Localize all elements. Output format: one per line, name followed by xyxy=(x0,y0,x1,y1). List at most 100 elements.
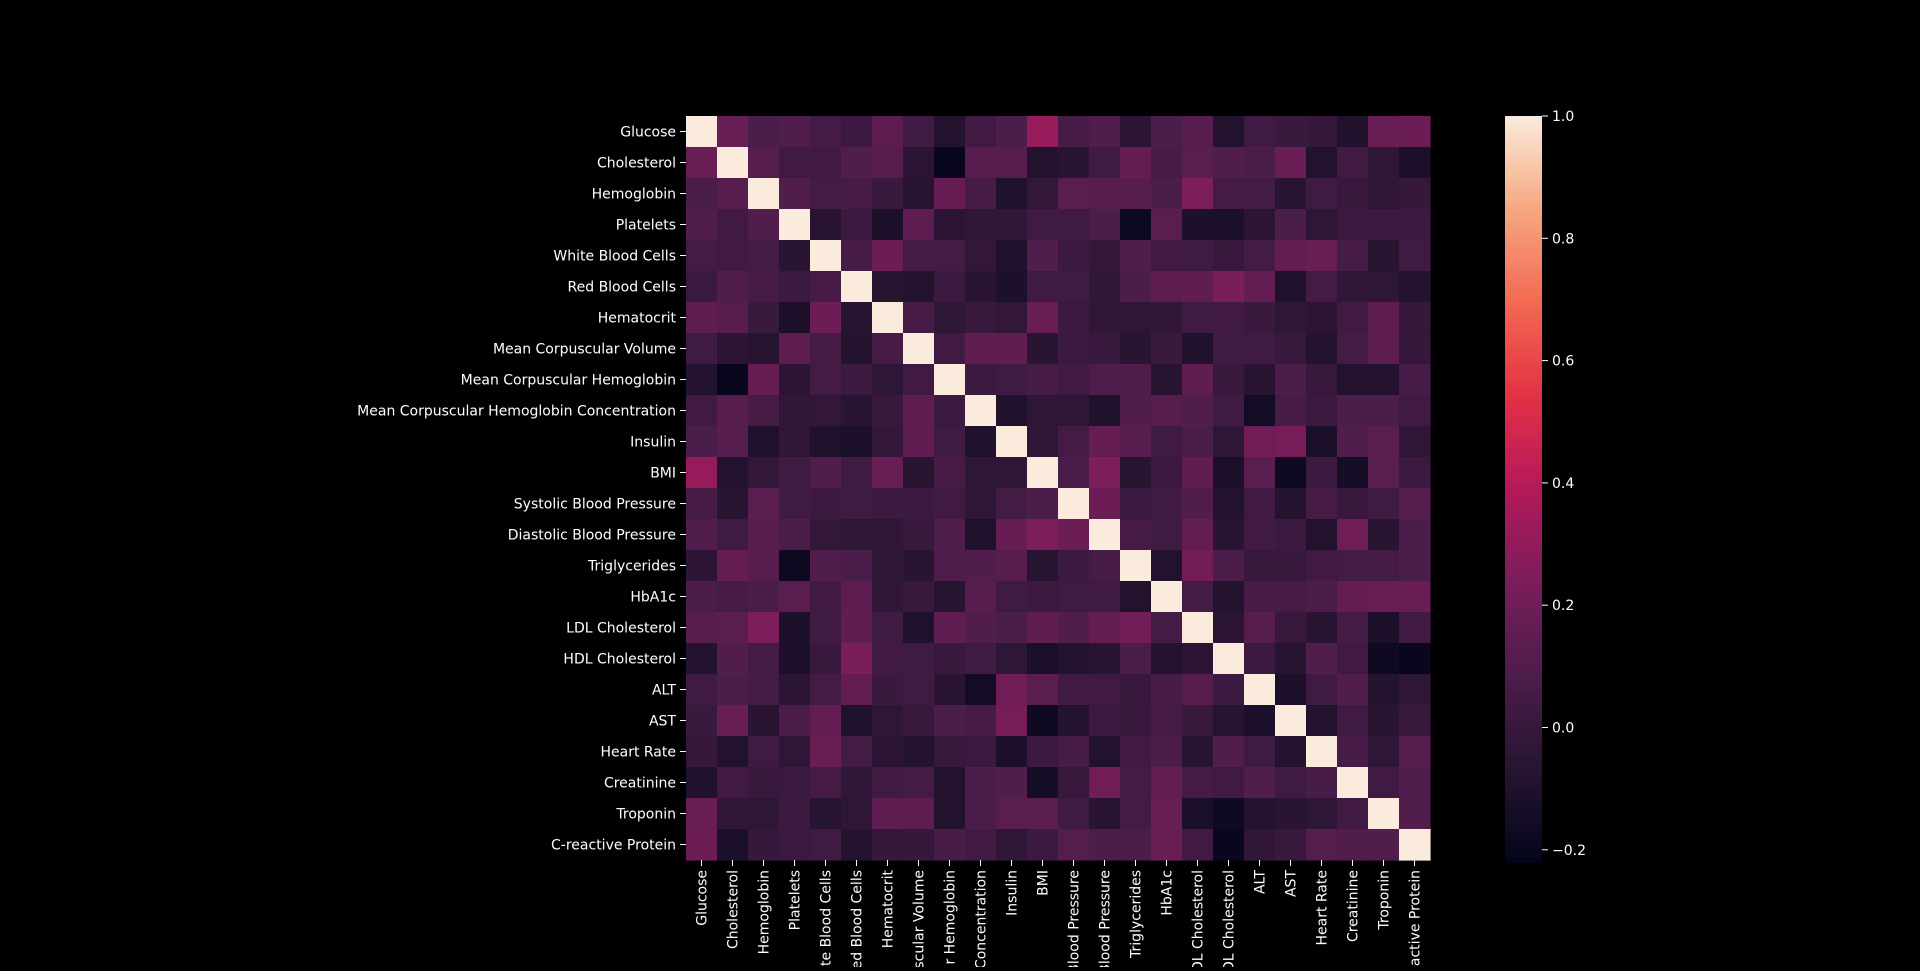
heatmap-cell xyxy=(1244,457,1276,489)
heatmap-cell xyxy=(1213,767,1245,799)
heatmap-cell xyxy=(965,240,997,272)
heatmap-cell xyxy=(1337,519,1369,551)
heatmap-cell xyxy=(686,457,718,489)
heatmap-cell xyxy=(1182,519,1214,551)
colorbar-segment xyxy=(1505,540,1542,546)
heatmap-cell xyxy=(1089,829,1121,861)
heatmap-cell xyxy=(903,767,935,799)
heatmap-cell xyxy=(810,736,842,768)
heatmap-cell xyxy=(1182,767,1214,799)
heatmap-cell xyxy=(903,829,935,861)
heatmap-cell xyxy=(1213,426,1245,458)
colorbar-segment xyxy=(1505,171,1542,178)
heatmap-cell xyxy=(903,209,935,241)
heatmap-cell xyxy=(1089,147,1121,179)
colorbar-segment xyxy=(1505,824,1542,830)
heatmap-cell xyxy=(872,829,904,861)
heatmap-cell xyxy=(903,488,935,520)
colorbar-segment xyxy=(1505,614,1542,621)
heatmap-cell xyxy=(1368,643,1400,675)
heatmap-cell xyxy=(1337,798,1369,830)
heatmap-cell xyxy=(1182,550,1214,582)
heatmap-cell xyxy=(686,178,718,210)
heatmap-cell xyxy=(1337,488,1369,520)
heatmap-cell xyxy=(965,581,997,613)
heatmap-cell xyxy=(1244,643,1276,675)
colorbar-segment xyxy=(1505,750,1542,756)
heatmap-cell xyxy=(1213,271,1245,303)
heatmap-cell xyxy=(748,674,780,706)
heatmap-cell xyxy=(996,767,1028,799)
heatmap-cell xyxy=(1306,209,1338,241)
colorbar-segment xyxy=(1505,764,1542,770)
heatmap-cell xyxy=(965,147,997,179)
heatmap-cell xyxy=(1120,333,1152,365)
colorbar-segment xyxy=(1505,428,1542,434)
colorbar-segment xyxy=(1505,801,1542,807)
y-tick-label: Diastolic Blood Pressure xyxy=(508,528,676,544)
heatmap-cell xyxy=(934,426,966,458)
heatmap-cell xyxy=(1120,395,1152,427)
heatmap-cell xyxy=(965,209,997,241)
colorbar-segment xyxy=(1505,288,1542,294)
heatmap-cell xyxy=(1058,674,1090,706)
colorbar-segment xyxy=(1505,293,1542,299)
heatmap-cell xyxy=(1275,178,1307,210)
heatmap-cell xyxy=(1027,488,1059,520)
y-tick-label: HDL Cholesterol xyxy=(563,652,676,668)
colorbar-segment xyxy=(1505,652,1542,658)
y-tick-label: Hematocrit xyxy=(598,311,677,327)
colorbar-segment xyxy=(1505,563,1542,569)
colorbar-segment xyxy=(1505,204,1542,210)
heatmap-cell xyxy=(1399,147,1431,179)
heatmap-cell xyxy=(1182,333,1214,365)
x-tick-label: Concentration xyxy=(974,870,990,967)
heatmap-cell xyxy=(965,116,997,148)
heatmap-cell xyxy=(1368,333,1400,365)
heatmap-cell xyxy=(779,457,811,489)
colorbar-segment xyxy=(1505,857,1542,863)
heatmap-cell xyxy=(1213,705,1245,737)
heatmap-cell xyxy=(872,736,904,768)
heatmap-cell xyxy=(934,550,966,582)
heatmap-cell xyxy=(1275,674,1307,706)
heatmap-cell xyxy=(1306,829,1338,861)
heatmap-cell xyxy=(717,240,749,272)
heatmap-cell xyxy=(934,643,966,675)
x-tick-label: ed Blood Cells xyxy=(850,870,866,967)
colorbar-segment xyxy=(1505,395,1542,402)
heatmap-cell xyxy=(1058,488,1090,520)
y-tick-label: Mean Corpuscular Hemoglobin xyxy=(461,373,676,389)
colorbar-segment xyxy=(1505,148,1542,154)
heatmap-cell xyxy=(748,612,780,644)
heatmap-cell xyxy=(779,829,811,861)
x-tick-label: Blood Pressure xyxy=(1098,870,1114,967)
heatmap-cell xyxy=(1244,426,1276,458)
heatmap-cell xyxy=(996,550,1028,582)
heatmap-cell xyxy=(1306,271,1338,303)
heatmap-cell xyxy=(1058,178,1090,210)
heatmap-cell xyxy=(717,550,749,582)
colorbar-segment xyxy=(1505,479,1542,485)
colorbar-segment xyxy=(1505,129,1542,136)
heatmap-cell xyxy=(1089,643,1121,675)
y-tick-label: HbA1c xyxy=(630,590,676,606)
heatmap-cell xyxy=(1182,798,1214,830)
heatmap-cell xyxy=(779,612,811,644)
heatmap-cell xyxy=(1213,612,1245,644)
heatmap-cell xyxy=(1399,705,1431,737)
heatmap-cell xyxy=(872,550,904,582)
heatmap-cell xyxy=(1306,147,1338,179)
heatmap-cell xyxy=(1399,488,1431,520)
colorbar-segment xyxy=(1505,157,1542,164)
colorbar-segment xyxy=(1505,120,1542,126)
colorbar-segment xyxy=(1505,712,1542,719)
heatmap-cell xyxy=(1120,736,1152,768)
heatmap-cell xyxy=(1306,674,1338,706)
heatmap-cell xyxy=(1244,116,1276,148)
colorbar-segment xyxy=(1505,703,1542,709)
heatmap-cell xyxy=(996,271,1028,303)
colorbar-segment xyxy=(1505,391,1542,397)
y-axis-ticks: Glucose Cholesterol Hemoglobin Platelets Whi… xyxy=(357,125,686,854)
heatmap-cell xyxy=(1182,116,1214,148)
